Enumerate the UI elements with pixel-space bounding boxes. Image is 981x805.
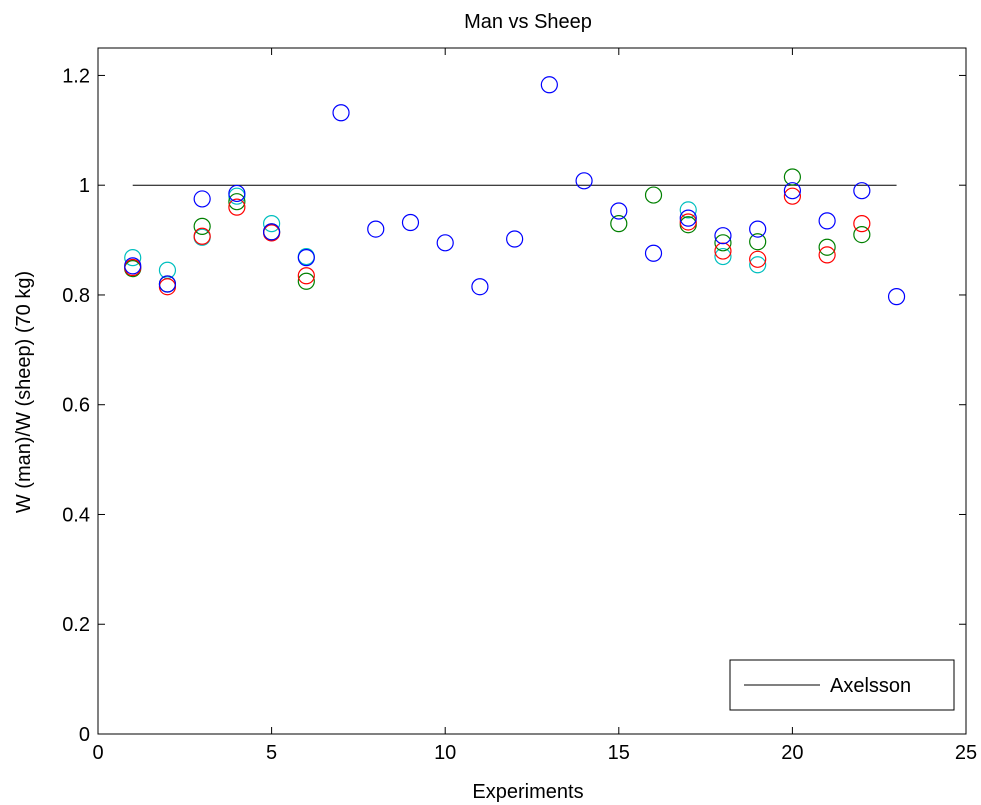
data-point [506,230,524,248]
y-tick-label: 0 [79,724,90,746]
data-point [644,244,663,262]
x-tick-label: 5 [266,742,277,764]
data-point [853,225,871,244]
data-point [610,215,628,233]
data-point [783,182,802,200]
y-tick-label: 0.2 [62,614,90,636]
data-point [714,247,732,266]
x-tick-label: 25 [955,742,977,764]
axis-ticks-layer: 0 5 10 15 20 25 0 0.2 0.4 0.6 0.8 1 1.2 [62,48,977,764]
data-point [228,184,246,203]
data-point [471,278,489,296]
data-point [818,212,836,230]
data-point [818,238,836,256]
data-point [297,249,315,267]
data-point [297,267,315,285]
data-point [714,234,732,252]
data-point [714,227,732,245]
x-tick-label: 20 [781,742,803,764]
data-point [297,272,315,290]
data-point [193,227,211,245]
data-point [783,187,802,205]
data-point [228,193,246,211]
x-tick-label: 0 [92,742,103,764]
data-point [679,201,697,219]
plot-area [97,47,967,735]
y-tick-label: 0.8 [62,285,90,307]
data-point [644,186,663,204]
data-point [749,256,767,274]
data-point [575,172,593,190]
data-point [783,168,802,186]
x-axis-label: Experiments [472,781,583,803]
data-point [749,220,767,238]
data-point [332,104,350,122]
x-tick-label: 10 [434,742,456,764]
data-point [401,213,420,232]
data-point [610,202,628,220]
data-point [853,215,871,233]
data-point [749,233,767,251]
data-point [714,242,732,260]
data-point [540,76,558,94]
data-point [749,250,767,268]
y-tick-label: 0.4 [62,504,90,526]
data-point [679,213,697,231]
data-point [853,182,871,200]
data-point [193,217,211,235]
y-tick-label: 0.6 [62,395,90,417]
data-point [679,209,697,227]
data-point [158,275,177,293]
plot-border [97,47,967,735]
data-point [193,190,211,208]
data-point [887,288,906,306]
data-point [124,258,142,277]
data-point [297,247,315,266]
x-tick-label: 15 [608,742,630,764]
data-point [124,249,142,267]
legend-entry-axelsson: Axelsson [830,675,911,697]
data-point [228,198,246,216]
data-point [263,215,281,233]
data-point [124,257,142,275]
data-point [263,224,281,242]
chart-title: Man vs Sheep [464,11,592,33]
y-tick-label: 1 [79,175,90,197]
data-point [263,223,281,241]
data-point [367,220,385,238]
y-tick-label: 1.2 [62,65,90,87]
data-point [436,234,454,252]
data-point [818,246,836,264]
data-points-layer [124,76,906,306]
y-axis-label: W (man)/W (sheep) (70 kg) [13,271,35,513]
legend: Axelsson [729,659,955,711]
